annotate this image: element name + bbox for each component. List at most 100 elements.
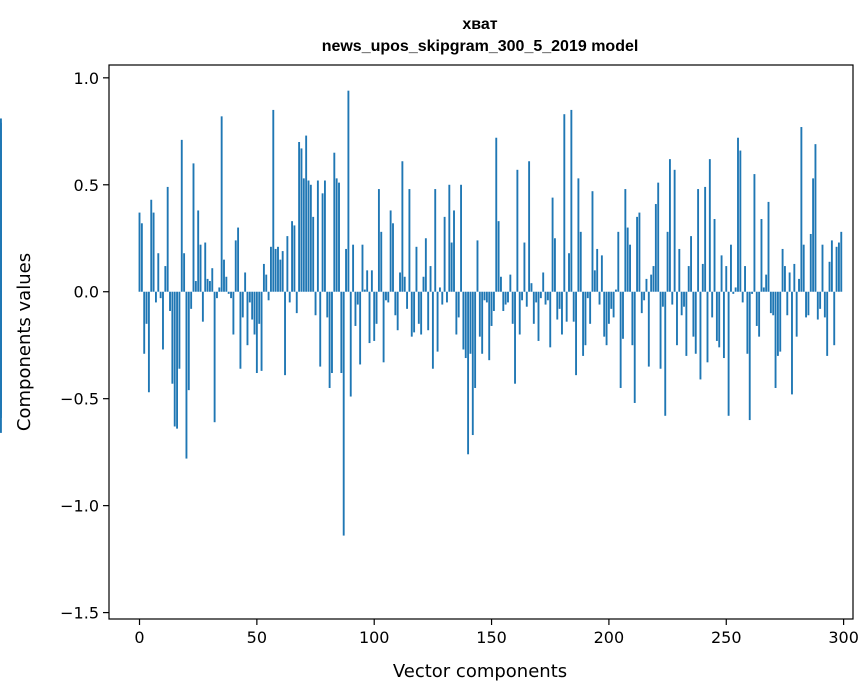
- bar-105: [385, 291, 387, 301]
- bar-23: [192, 163, 195, 292]
- bar-8: [157, 253, 160, 292]
- bar-124: [429, 266, 432, 292]
- bar-219: [652, 266, 655, 292]
- bar-7: [155, 291, 157, 303]
- bar-152: [495, 137, 498, 292]
- bar-115: [408, 189, 411, 292]
- bar-239: [699, 291, 702, 380]
- y-axis-label: Components values: [14, 253, 35, 431]
- bar-68: [298, 142, 301, 292]
- bar-204: [617, 231, 620, 292]
- bar-77: [319, 291, 322, 367]
- bar-133: [450, 242, 453, 292]
- bar-266: [762, 287, 765, 292]
- bar-114: [406, 291, 409, 309]
- bar-241: [704, 186, 707, 292]
- bar-73: [309, 184, 312, 292]
- bar-120: [420, 291, 423, 335]
- bar-160: [514, 291, 516, 384]
- bar-228: [673, 169, 676, 292]
- bar-51: [258, 291, 261, 324]
- bar-102: [377, 189, 380, 292]
- bar-206: [622, 291, 624, 339]
- bar-173: [544, 291, 547, 305]
- bar-30: [208, 281, 211, 292]
- bar-257: [741, 291, 744, 303]
- bar-232: [683, 291, 685, 307]
- bar-281: [798, 278, 800, 292]
- bar-6: [152, 212, 155, 292]
- bar-263: [755, 291, 758, 326]
- bar-145: [478, 291, 481, 337]
- bar-69: [300, 148, 303, 292]
- bar-33: [216, 291, 218, 299]
- bar-295: [830, 240, 833, 292]
- bar-67: [295, 291, 298, 314]
- plot-frame: [108, 64, 854, 620]
- bar-126: [434, 189, 437, 292]
- bar-19: [183, 253, 186, 292]
- bar-21: [187, 291, 190, 391]
- bar-237: [694, 291, 697, 354]
- y-tick-label: −1.0: [60, 497, 99, 516]
- bar-270: [772, 291, 775, 316]
- bar-123: [427, 291, 430, 331]
- bar-87: [342, 291, 345, 536]
- bar-undefined: [0, 227, 2, 292]
- bar-0: [138, 212, 141, 292]
- bar-74: [312, 216, 315, 292]
- bar-151: [492, 291, 495, 311]
- x-tick-label: 50: [247, 628, 267, 647]
- bar-207: [624, 189, 627, 292]
- bar-139: [464, 291, 467, 359]
- bar-9: [159, 291, 162, 299]
- bar-134: [453, 210, 455, 292]
- bar-113: [403, 276, 406, 292]
- bar-243: [708, 159, 711, 292]
- bar-289: [816, 291, 819, 320]
- bar-98: [368, 291, 371, 344]
- bar-227: [671, 291, 674, 305]
- bar-195: [596, 248, 599, 292]
- bar-34: [218, 287, 221, 292]
- y-axis: −1.5 −1.0 −0.5 0.0 0.5 1.0: [60, 69, 109, 623]
- bar-185: [572, 291, 575, 322]
- bar-1: [140, 223, 143, 292]
- bar-142: [471, 291, 474, 436]
- bar-42: [237, 227, 240, 292]
- bar-217: [647, 291, 650, 367]
- bar-194: [593, 270, 596, 292]
- bar-95: [361, 244, 364, 292]
- bar-192: [589, 291, 592, 324]
- bar-203: [615, 289, 617, 292]
- bar-267: [765, 274, 768, 292]
- bar-220: [654, 204, 657, 292]
- bar-78: [321, 193, 324, 292]
- bar-193: [591, 191, 594, 292]
- bar-144: [476, 240, 479, 292]
- bar-271: [774, 291, 777, 388]
- bar-11: [164, 266, 167, 292]
- bar-81: [328, 291, 331, 388]
- bar-100: [373, 291, 376, 341]
- bar-132: [448, 184, 451, 292]
- bar-254: [734, 287, 737, 292]
- bar-264: [758, 291, 761, 337]
- bar-277: [788, 272, 791, 292]
- bar-37: [225, 276, 228, 292]
- bar-293: [826, 291, 829, 356]
- bar-156: [504, 291, 507, 305]
- bar-211: [633, 291, 636, 403]
- bar-129: [441, 291, 444, 305]
- bar-216: [645, 278, 648, 292]
- bar-233: [685, 291, 688, 356]
- bar-94: [359, 291, 362, 365]
- bar-275: [784, 266, 786, 292]
- bar-191: [586, 291, 589, 299]
- bar-245: [713, 219, 716, 292]
- bar-61: [281, 251, 284, 292]
- bar-146: [481, 291, 484, 354]
- x-axis: 0 50 100 150 200 250 300: [134, 619, 859, 647]
- bar-292: [823, 291, 826, 318]
- bar-225: [666, 231, 669, 292]
